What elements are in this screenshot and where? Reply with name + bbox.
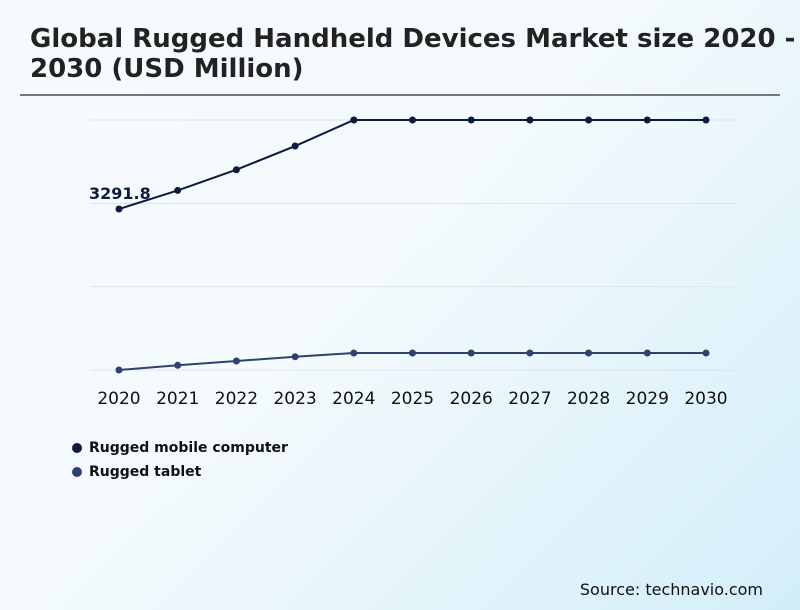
x-tick-label: 2026 (450, 389, 493, 409)
data-point (526, 349, 534, 357)
data-label: 3291.8 (89, 184, 151, 203)
x-tick-label: 2030 (684, 389, 727, 409)
data-point (174, 186, 182, 194)
data-point (526, 116, 534, 124)
x-tick-label: 2025 (391, 389, 434, 409)
data-point (174, 361, 182, 369)
data-point (115, 205, 123, 213)
series-line (118, 119, 706, 210)
data-point (643, 116, 651, 124)
x-tick-label: 2023 (273, 389, 316, 409)
source-note: Source: technavio.com (579, 580, 763, 599)
data-point (702, 349, 710, 357)
data-point (643, 349, 651, 357)
legend-label: Rugged tablet (89, 464, 202, 480)
legend-label: Rugged mobile computer (89, 440, 288, 456)
data-point (291, 353, 299, 361)
data-point (232, 166, 240, 174)
data-point (350, 349, 358, 357)
data-point (585, 349, 593, 357)
data-point (467, 116, 475, 124)
x-tick-label: 2021 (156, 389, 199, 409)
data-point (467, 349, 475, 357)
x-tick-label: 2020 (97, 389, 140, 409)
data-point (409, 349, 416, 357)
legend-dot (72, 443, 82, 453)
x-tick-label: 2022 (215, 389, 258, 409)
chart-title: Global Rugged Handheld Devices Market si… (30, 24, 796, 84)
data-point (291, 142, 299, 150)
data-point (350, 116, 358, 124)
legend-item-tablet: Rugged tablet (72, 460, 288, 484)
x-tick-label: 2027 (508, 389, 551, 409)
x-tick-label: 2028 (567, 389, 610, 409)
data-point (585, 116, 593, 124)
legend: Rugged mobile computer Rugged tablet (72, 436, 288, 484)
x-tick-label: 2029 (626, 389, 669, 409)
data-point (115, 366, 123, 374)
legend-dot (72, 467, 82, 477)
legend-item-mobile: Rugged mobile computer (72, 436, 288, 460)
title-divider (20, 94, 780, 96)
x-tick-label: 2024 (332, 389, 375, 409)
data-point (409, 116, 416, 124)
data-point (232, 357, 240, 365)
data-point (702, 116, 710, 124)
